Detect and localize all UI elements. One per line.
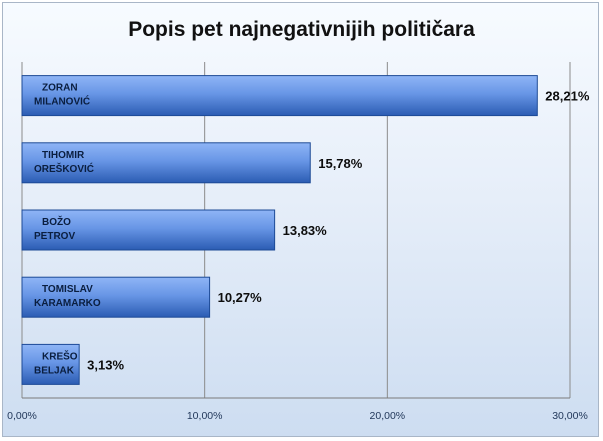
data-label: 13,83% xyxy=(283,223,328,238)
bar xyxy=(21,343,80,385)
category-label: BOŽO xyxy=(42,215,71,228)
bar xyxy=(21,209,276,251)
bar xyxy=(21,75,538,117)
category-label: TOMISLAV xyxy=(42,284,93,295)
category-label: MILANOVIĆ xyxy=(34,95,90,108)
category-label: PETROV xyxy=(34,231,75,242)
category-label: KARAMARKO xyxy=(34,298,101,309)
bar xyxy=(21,142,311,184)
chart-title: Popis pet najnegativnijih političara xyxy=(128,18,475,41)
x-tick-label: 30,00% xyxy=(552,410,588,422)
x-tick-label: 20,00% xyxy=(370,410,406,422)
data-label: 3,13% xyxy=(87,357,124,372)
data-label: 10,27% xyxy=(218,290,263,305)
data-label: 15,78% xyxy=(318,156,363,171)
category-label: OREŠKOVIĆ xyxy=(34,162,94,175)
data-label: 28,21% xyxy=(545,89,590,104)
category-label: BELJAK xyxy=(34,365,75,376)
category-label: ZORAN xyxy=(42,83,78,94)
bar xyxy=(21,276,211,318)
category-label: KREŠO xyxy=(42,349,78,362)
x-tick-label: 0,00% xyxy=(7,410,37,422)
category-label: TIHOMIR xyxy=(42,150,85,161)
x-tick-label: 10,00% xyxy=(187,410,223,422)
